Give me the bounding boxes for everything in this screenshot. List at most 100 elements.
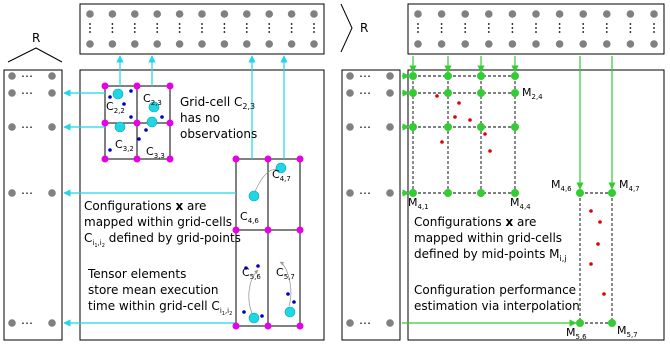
ellipsis-dot — [464, 23, 467, 25]
tensor-element — [603, 10, 611, 18]
ellipsis-dot — [535, 27, 537, 29]
tensor-element — [175, 10, 184, 18]
ellipsis-dot — [178, 31, 181, 33]
observations — [112, 88, 296, 324]
ellipsis-dot — [156, 27, 159, 29]
ellipsis-dot — [487, 23, 490, 25]
ellipsis-dot — [487, 27, 490, 29]
ellipsis-dot — [653, 23, 655, 25]
r-label-top: R — [360, 21, 368, 35]
left-tensor-column: ⋯ ⋯ ⋯ ⋯ ⋯ — [3, 69, 63, 341]
ellipsis-dot — [268, 27, 271, 29]
ellipsis-dot — [582, 27, 585, 29]
left-text-line-4: Tensor elements — [87, 267, 186, 281]
tensor-element — [48, 89, 56, 97]
ellipsis-dot — [464, 27, 467, 29]
ellipsis: ⋯ — [359, 69, 371, 83]
note-line-1: Grid-cell C2,3 — [180, 95, 255, 111]
tensor-element — [650, 40, 658, 48]
tensor-element — [386, 123, 394, 131]
right-text-line-4: Configuration performance — [414, 283, 576, 297]
parameter-space-left — [79, 69, 325, 341]
ellipsis-dot — [223, 31, 226, 33]
r-bracket-top: R — [340, 3, 368, 53]
right-text-line-3: defined by mid-points Mi,j — [414, 247, 567, 263]
cell-label-3-2: C3,2 — [115, 138, 134, 153]
ellipsis-dot — [313, 27, 315, 29]
tensor-element — [86, 10, 94, 18]
tensor-element — [131, 40, 139, 48]
ellipsis-dot — [629, 23, 632, 25]
cell-label-4-6: C4,6 — [240, 210, 259, 225]
tensor-element — [386, 72, 394, 80]
empty-cell-note: Grid-cell C2,3 has no observations — [180, 95, 257, 141]
tensor-element — [555, 10, 564, 18]
left-text-line-2: mapped within grid-cells — [84, 215, 232, 229]
cell-label-2-2: C2,2 — [106, 100, 125, 115]
ellipsis-dot — [558, 31, 561, 33]
tensor-element — [437, 40, 446, 48]
ellipsis: ⋯ — [21, 86, 33, 100]
red-points — [435, 94, 606, 296]
tensor-element — [8, 72, 16, 80]
ellipsis-dot — [268, 31, 271, 33]
ellipsis-dot — [440, 27, 443, 29]
tensor-element — [48, 72, 56, 80]
note-line-3: observations — [180, 127, 257, 141]
ellipsis-dot — [417, 23, 419, 25]
tensor-element — [386, 189, 394, 197]
ellipsis-dot — [223, 27, 226, 29]
tensor-element — [555, 40, 564, 48]
ellipsis: ⋯ — [359, 186, 371, 200]
ellipsis-dot — [440, 23, 443, 25]
tensor-element — [243, 40, 251, 48]
tensor-element — [461, 10, 470, 18]
ellipsis-dot — [582, 31, 585, 33]
tensor-element — [414, 40, 422, 48]
ellipsis-dot — [268, 23, 271, 25]
ellipsis-dot — [313, 31, 315, 33]
ellipsis-dot — [313, 23, 315, 25]
tensor-element — [626, 40, 635, 48]
tensor-element — [386, 89, 394, 97]
tensor-element — [310, 40, 318, 48]
tensor-element — [287, 40, 296, 48]
ellipsis-dot — [511, 23, 514, 25]
m-label-4-7: M4,7 — [619, 178, 640, 193]
m-label-4-4: M4,4 — [510, 196, 531, 211]
tensor-element — [346, 319, 354, 327]
tensor-element — [508, 10, 517, 18]
tensor-element — [243, 10, 251, 18]
note-line-2: has no — [180, 111, 220, 125]
tensor-element — [8, 319, 16, 327]
m-label-2-4: M2,4 — [522, 86, 543, 101]
ellipsis: ⋯ — [359, 120, 371, 134]
tensor-element — [153, 40, 161, 48]
ellipsis-dot — [629, 31, 632, 33]
ellipsis-dot — [201, 23, 203, 25]
left-description: Configurations x are mapped within grid-… — [84, 199, 241, 317]
ellipsis-dot — [245, 27, 248, 29]
right-text-line-2: mapped within grid-cells — [414, 231, 562, 245]
tensor-element — [131, 10, 139, 18]
tensor-element — [437, 10, 446, 18]
tensor-element — [386, 319, 394, 327]
ellipsis-dot — [156, 23, 159, 25]
ellipsis-dot — [156, 31, 159, 33]
ellipsis-dot — [605, 27, 608, 29]
tensor-element — [265, 10, 274, 18]
ellipsis-dot — [201, 31, 203, 33]
m-label-5-7: M5,7 — [617, 324, 638, 339]
tensor-element — [532, 10, 540, 18]
ellipsis-dot — [133, 31, 136, 33]
tensor-element — [175, 40, 184, 48]
left-text-line-1: Configurations x are — [84, 199, 206, 213]
tensor-element — [8, 89, 16, 97]
cyan-arrows — [63, 55, 288, 327]
tensor-element — [650, 10, 658, 18]
ellipsis-dot — [653, 27, 655, 29]
tensor-element — [626, 10, 635, 18]
ellipsis: ⋯ — [359, 86, 371, 100]
ellipsis-dot — [111, 31, 114, 33]
ellipsis-dot — [464, 31, 467, 33]
